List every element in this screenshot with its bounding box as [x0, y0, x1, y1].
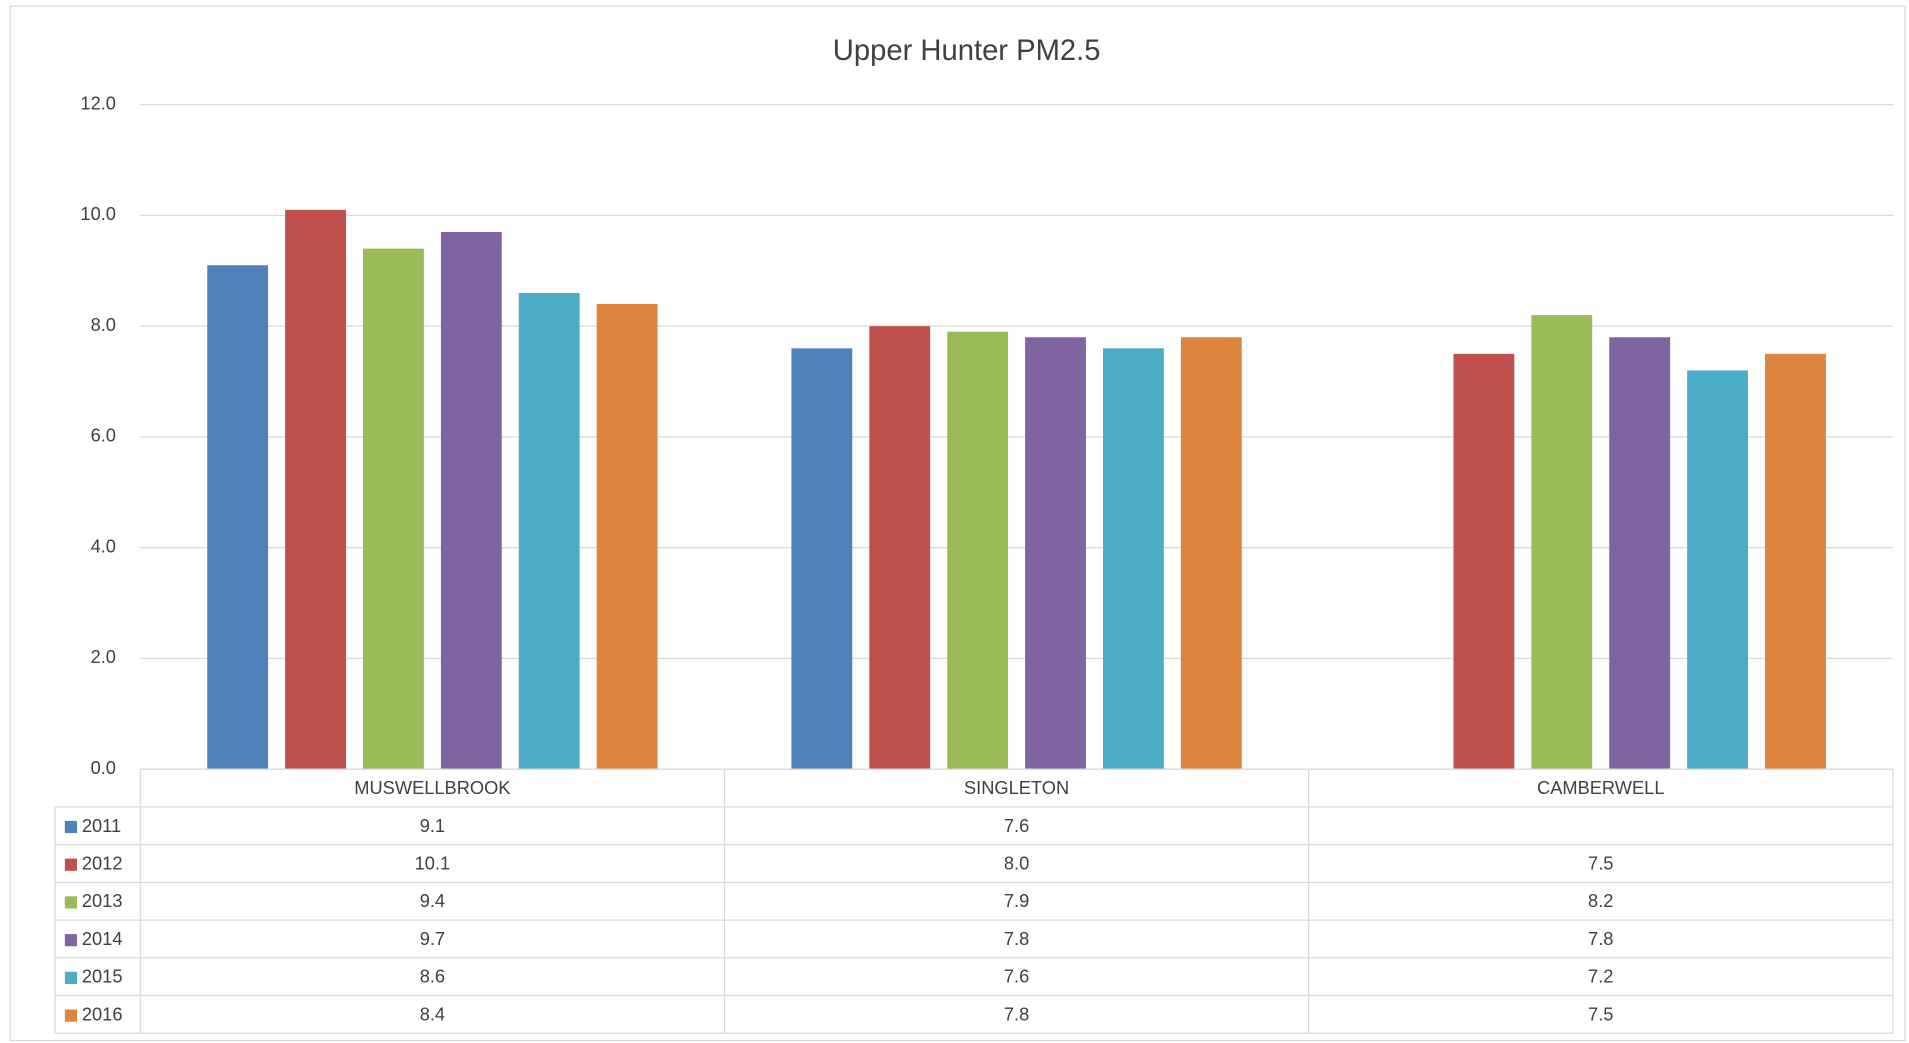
- chart-title: Upper Hunter PM2.5: [833, 35, 1101, 67]
- y-tick-label: 10.0: [80, 203, 116, 224]
- legend-swatch: [64, 858, 78, 871]
- legend-label: 2011: [82, 815, 121, 836]
- bar: [1453, 353, 1515, 770]
- table-value: 8.0: [1004, 853, 1029, 874]
- table-value: 7.2: [1588, 966, 1613, 987]
- bar: [363, 248, 424, 770]
- legend-swatch: [64, 971, 78, 984]
- bar: [518, 292, 580, 770]
- table-value: 7.8: [1004, 928, 1029, 949]
- table-value: 9.7: [420, 928, 445, 949]
- x-tick-label: CAMBERWELL: [1537, 777, 1664, 798]
- table-value: 7.8: [1004, 1003, 1029, 1024]
- bar: [1531, 315, 1593, 770]
- table-value: 8.6: [420, 966, 445, 987]
- table-value: 9.1: [420, 815, 445, 836]
- bar: [1180, 337, 1242, 770]
- legend-label: 2016: [82, 1003, 123, 1024]
- bar: [1687, 370, 1749, 770]
- bar: [1102, 348, 1164, 770]
- table-value: 10.1: [415, 853, 451, 874]
- y-tick-label: 4.0: [91, 535, 116, 556]
- bar: [207, 265, 269, 770]
- y-tick-label: 8.0: [91, 314, 116, 335]
- y-tick-label: 0.0: [91, 757, 116, 778]
- legend-swatch: [64, 896, 78, 909]
- bar: [440, 232, 502, 770]
- table-value: 7.8: [1588, 928, 1613, 949]
- bar: [1765, 353, 1826, 770]
- y-tick-label: 12.0: [80, 92, 116, 113]
- bar: [285, 209, 346, 770]
- bar: [1025, 337, 1086, 770]
- table-value: 7.6: [1004, 815, 1029, 836]
- legend-label: 2015: [82, 966, 123, 987]
- legend-swatch: [64, 820, 78, 834]
- legend-swatch: [64, 934, 78, 947]
- bar: [869, 326, 931, 770]
- legend-label: 2014: [82, 928, 123, 949]
- legend-swatch: [64, 1009, 78, 1022]
- table-value: 7.6: [1004, 966, 1029, 987]
- bar: [947, 331, 1009, 770]
- x-tick-label: MUSWELLBROOK: [354, 777, 510, 798]
- table-value: 8.4: [420, 1003, 445, 1024]
- y-tick-label: 6.0: [91, 425, 116, 446]
- legend-label: 2012: [82, 853, 123, 874]
- table-value: 7.5: [1588, 1003, 1613, 1024]
- y-tick-label: 2.0: [91, 646, 116, 667]
- bar: [791, 348, 853, 770]
- x-tick-label: SINGLETON: [964, 777, 1069, 798]
- bar: [596, 304, 658, 770]
- table-value: 7.5: [1588, 853, 1613, 874]
- table-value: 7.9: [1004, 890, 1029, 911]
- table-value: 9.4: [420, 890, 445, 911]
- bar: [1609, 337, 1671, 770]
- table-value: 8.2: [1588, 890, 1613, 911]
- legend-label: 2013: [82, 890, 123, 911]
